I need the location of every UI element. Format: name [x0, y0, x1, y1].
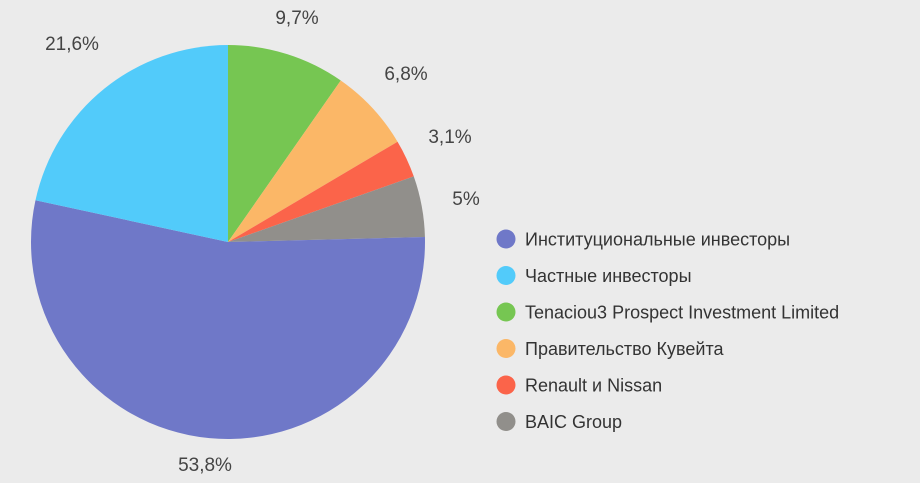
- legend-label-5: Renault и Nissan: [525, 376, 662, 396]
- percent-label-4: 6,8%: [384, 64, 427, 85]
- legend-label-6: BAIC Group: [525, 412, 622, 432]
- pie-slice-2: [35, 45, 228, 242]
- pie-slice-5: [228, 141, 414, 242]
- pie-slice-4: [228, 80, 398, 242]
- pie-slice-3: [228, 45, 341, 242]
- legend: Институциональные инвесторы Частные инвес…: [496, 229, 839, 432]
- legend-swatch-5: [496, 375, 516, 395]
- percent-label-5: 3,1%: [428, 127, 471, 148]
- legend-swatch-1: [496, 229, 516, 249]
- legend-swatch-4: [496, 339, 516, 358]
- pie-slices: [30, 45, 425, 440]
- legend-label-3: Tenaciou3 Prospect Investment Limited: [525, 303, 839, 323]
- percent-label-6: 5%: [452, 189, 480, 210]
- legend-swatch-2: [496, 266, 516, 285]
- percent-label-2: 21,6%: [45, 34, 99, 55]
- percent-label-3: 9,7%: [275, 8, 318, 29]
- pie-slice-6: [228, 176, 425, 242]
- legend-swatch-3: [496, 302, 516, 322]
- legend-label-4: Правительство Кувейта: [525, 339, 724, 359]
- percent-label-1: 53,8%: [178, 455, 232, 476]
- legend-label-1: Институциональные инвесторы: [525, 230, 790, 250]
- legend-swatch-6: [496, 412, 516, 431]
- legend-label-2: Частные инвесторы: [525, 266, 692, 286]
- pie-slice-1: [30, 200, 425, 440]
- percent-labels: 53,8% 21,6% 9,7% 6,8% 3,1% 5%: [45, 8, 480, 476]
